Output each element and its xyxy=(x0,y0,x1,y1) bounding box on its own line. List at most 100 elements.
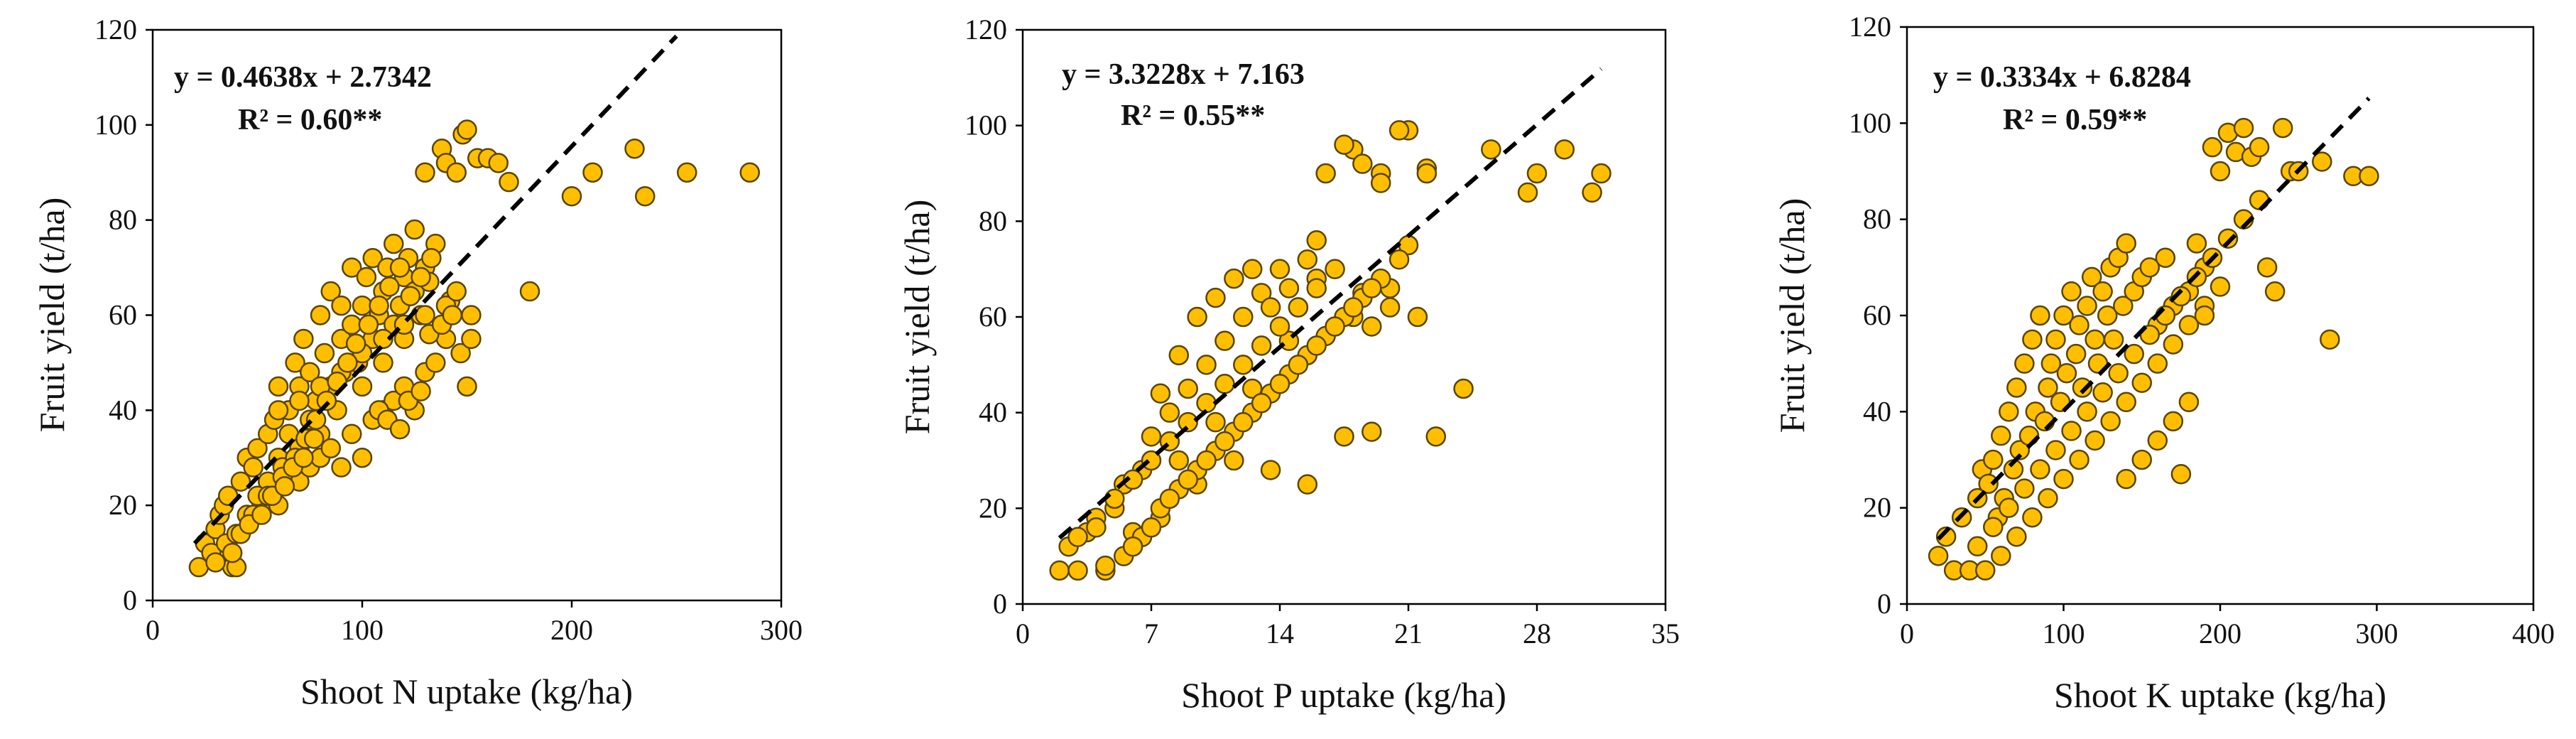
data-point xyxy=(1224,450,1244,471)
data-point xyxy=(1999,401,2019,422)
data-point xyxy=(1224,268,1244,289)
data-point xyxy=(1325,316,1345,337)
data-point xyxy=(2040,353,2062,374)
equation-label: y = 0.4638x + 2.7342 xyxy=(174,61,432,94)
data-point xyxy=(342,257,362,278)
data-point xyxy=(2170,464,2192,485)
data-point xyxy=(362,247,383,269)
points-layer xyxy=(188,119,760,578)
data-point xyxy=(293,448,314,468)
y-tick-label: 100 xyxy=(1849,107,1891,139)
data-point xyxy=(247,438,268,459)
data-point xyxy=(2147,430,2168,451)
data-point xyxy=(2030,459,2050,480)
data-point xyxy=(1159,488,1180,509)
y-tick-label: 100 xyxy=(964,109,1007,141)
data-point xyxy=(285,352,305,373)
data-point xyxy=(2092,281,2113,302)
data-point xyxy=(1481,139,1501,160)
data-point xyxy=(2256,257,2278,278)
data-point xyxy=(499,171,519,193)
data-point xyxy=(2249,136,2270,158)
data-point xyxy=(2124,343,2144,365)
data-point xyxy=(2100,411,2121,432)
data-point xyxy=(1554,139,1575,160)
y-tick-label: 20 xyxy=(979,492,1007,524)
data-point xyxy=(2163,411,2184,432)
data-point xyxy=(373,352,393,373)
points-layer xyxy=(1928,117,2379,581)
trend-line xyxy=(192,34,678,545)
data-point xyxy=(1214,374,1235,394)
plot-frame xyxy=(1021,28,1667,605)
data-point xyxy=(2116,468,2136,490)
x-tick-label: 300 xyxy=(760,614,803,646)
data-point xyxy=(1214,330,1235,351)
data-point xyxy=(411,381,431,401)
data-point xyxy=(352,376,373,397)
data-point xyxy=(1425,426,1447,447)
y-tick-label: 40 xyxy=(979,397,1007,428)
data-point xyxy=(2217,228,2239,249)
data-point xyxy=(342,314,362,335)
data-point xyxy=(1453,378,1474,399)
data-point xyxy=(1983,449,2004,470)
data-point xyxy=(2022,507,2043,528)
data-point xyxy=(2069,315,2089,335)
y-tick-label: 0 xyxy=(993,588,1007,620)
plot-frame xyxy=(1906,26,2535,605)
data-point xyxy=(2077,296,2097,316)
x-tick-label: 14 xyxy=(1266,617,1294,649)
y-tick-label: 20 xyxy=(1863,492,1891,524)
data-point xyxy=(2108,362,2129,384)
data-point xyxy=(2178,315,2200,335)
y-tick-label: 40 xyxy=(1863,395,1891,427)
x-tick-label: 35 xyxy=(1651,617,1680,649)
chart-panel-k: 0 100 200 300 400 0 20 40 60 80 100 120 y = 0.3334x… xyxy=(1772,11,2555,715)
data-point xyxy=(442,305,463,325)
data-point xyxy=(369,295,389,316)
chart-panel-p: 0 7 14 21 28 35 0 20 40 60 80 100 120 y = 3.3228x + … xyxy=(897,14,1680,715)
y-tick-label: 120 xyxy=(964,14,1007,45)
data-point xyxy=(1991,546,2011,566)
data-point xyxy=(205,552,226,573)
data-point xyxy=(1196,450,1217,471)
data-point xyxy=(457,376,477,397)
y-tick-label: 0 xyxy=(123,584,137,616)
r2-label: R² = 0.55** xyxy=(1121,99,1265,132)
data-point xyxy=(561,185,582,207)
data-point xyxy=(457,119,477,140)
data-point xyxy=(488,153,509,173)
x-tick-label: 7 xyxy=(1144,617,1158,649)
trend-line xyxy=(1936,97,2371,541)
data-point xyxy=(2359,166,2379,187)
data-point xyxy=(389,257,411,278)
data-point xyxy=(2233,117,2254,139)
data-point xyxy=(331,295,352,316)
y-axis-title: Fruit yield (t/ha) xyxy=(1772,198,1812,433)
data-point xyxy=(314,342,335,364)
y-tick-label: 80 xyxy=(979,205,1007,237)
data-point xyxy=(300,362,320,383)
data-point xyxy=(345,333,366,354)
data-point xyxy=(2178,392,2200,413)
data-point xyxy=(337,352,358,373)
data-point xyxy=(2186,233,2207,254)
x-tick-label: 0 xyxy=(146,614,160,646)
data-point xyxy=(1260,297,1281,318)
data-point xyxy=(450,342,471,364)
x-tick-label: 0 xyxy=(1900,617,1914,649)
data-point xyxy=(352,295,373,316)
data-point xyxy=(1362,421,1382,442)
y-tick-label: 120 xyxy=(94,14,137,45)
data-point xyxy=(1269,316,1290,337)
data-point xyxy=(2006,377,2027,398)
x-tick-label: 400 xyxy=(2512,617,2555,649)
x-tick-label: 0 xyxy=(1016,617,1030,649)
data-point xyxy=(1214,431,1235,452)
data-point xyxy=(1049,560,1070,581)
ticks-layer: 0 100 200 300 0 20 40 60 80 100 120 xyxy=(94,14,803,646)
trend-line xyxy=(1058,67,1603,540)
data-point xyxy=(1269,259,1290,279)
